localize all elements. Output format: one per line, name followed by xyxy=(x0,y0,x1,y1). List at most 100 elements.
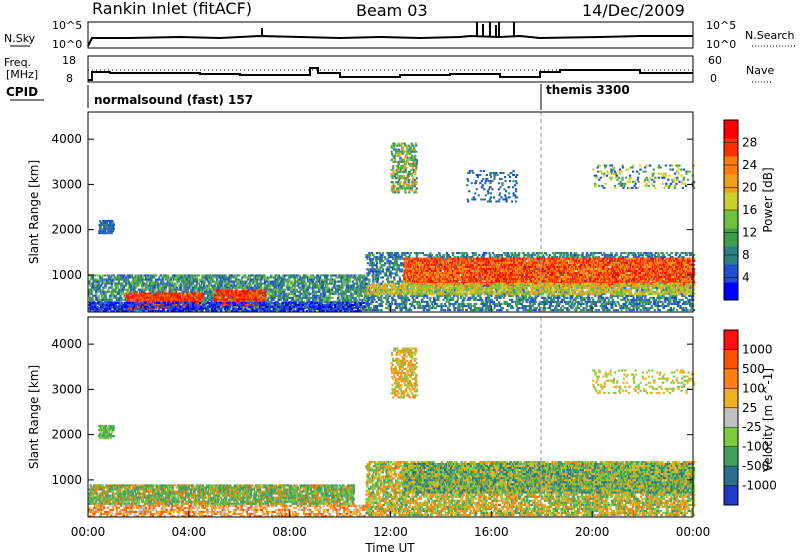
rti-cell xyxy=(164,285,166,287)
rti-cell xyxy=(127,279,129,281)
rti-cell xyxy=(182,285,184,287)
rti-cell xyxy=(105,295,107,297)
rti-cell xyxy=(107,289,109,291)
rti-cell xyxy=(91,291,93,293)
rti-cell xyxy=(121,299,123,301)
rti-cell xyxy=(104,274,106,276)
rti-cell xyxy=(97,279,99,281)
rti-cell xyxy=(162,279,164,281)
rti-cell xyxy=(117,287,119,289)
rti-cell xyxy=(127,289,129,291)
rti-cell xyxy=(110,276,112,278)
rti-cell xyxy=(187,289,189,291)
rti-cell xyxy=(101,301,103,303)
rti-cell xyxy=(194,276,196,278)
rti-cell xyxy=(198,287,200,289)
rti-cell xyxy=(161,289,163,291)
rti-cell xyxy=(110,297,112,299)
beam-title: Beam 03 xyxy=(356,1,428,20)
rti-cell xyxy=(118,274,120,276)
rti-cell xyxy=(119,295,121,297)
rti-cell xyxy=(188,287,190,289)
rti-cell xyxy=(99,274,101,276)
rti-cell xyxy=(180,287,182,289)
rti-cell xyxy=(153,276,155,278)
rti-cell xyxy=(102,274,104,276)
rti-cell xyxy=(89,281,91,283)
rti-cell xyxy=(125,276,127,278)
rti-cell xyxy=(131,291,133,293)
rti-cell xyxy=(125,285,127,287)
rti-cell xyxy=(172,289,174,291)
rti-cell xyxy=(91,289,93,291)
rti-cell xyxy=(122,291,124,293)
noise-sky-line xyxy=(88,36,693,46)
rti-cell xyxy=(137,274,139,276)
rti-cell xyxy=(94,274,96,276)
rti-cell xyxy=(163,276,165,278)
rti-cell xyxy=(120,287,122,289)
rti-cell xyxy=(190,289,192,291)
rti-cell xyxy=(188,274,190,276)
rti-cell xyxy=(123,281,125,283)
rti-cell xyxy=(152,291,154,293)
rti-cell xyxy=(133,276,135,278)
rti-cell xyxy=(191,285,193,287)
rti-cell xyxy=(195,291,197,293)
rti-cell xyxy=(118,289,120,291)
rti-cell xyxy=(167,279,169,281)
rti-cell xyxy=(105,285,107,287)
rti-cell xyxy=(145,289,147,291)
rti-cell xyxy=(139,291,141,293)
rti-cell xyxy=(167,276,169,278)
nave-tick-bottom: 0 xyxy=(710,72,717,85)
rti-cell xyxy=(135,279,137,281)
rti-cell xyxy=(196,279,198,281)
rti-cell xyxy=(135,287,137,289)
rti-cell xyxy=(160,274,162,276)
rti-cell xyxy=(165,291,167,293)
rti-cell xyxy=(175,285,177,287)
power-panel: 1000200030004000 Slant Range [km] xyxy=(27,112,695,312)
noise-left-tick-bottom: 10^0 xyxy=(52,38,82,51)
rti-cell xyxy=(131,274,133,276)
noise-spikes xyxy=(262,22,514,36)
rti-cell xyxy=(147,276,149,278)
rti-cell xyxy=(148,281,150,283)
rti-cell xyxy=(165,289,167,291)
rti-cell xyxy=(95,295,97,297)
noise-right-tick-bottom: 10^0 xyxy=(706,38,736,51)
nave-tick-top: 60 xyxy=(708,54,722,67)
rti-cell xyxy=(103,291,105,293)
rti-cell xyxy=(92,299,94,301)
rti-cell xyxy=(97,291,99,293)
rti-cell xyxy=(99,281,101,283)
rti-cell xyxy=(97,274,99,276)
rti-cell xyxy=(102,295,104,297)
rti-cell xyxy=(128,281,130,283)
rti-cell xyxy=(143,291,145,293)
rti-cell xyxy=(180,279,182,281)
rti-cell xyxy=(171,283,173,285)
rti-cell xyxy=(112,293,114,295)
rti-cell xyxy=(150,291,152,293)
rti-cell xyxy=(111,287,113,289)
rti-cell xyxy=(99,276,101,278)
freq-line xyxy=(88,68,693,80)
rti-cell xyxy=(125,283,127,285)
rti-cell xyxy=(105,287,107,289)
rti-cell xyxy=(116,283,118,285)
rti-cell xyxy=(133,289,135,291)
rti-cell xyxy=(102,279,104,281)
rti-cell xyxy=(91,293,93,295)
rti-cell xyxy=(89,295,91,297)
rti-cell xyxy=(185,276,187,278)
rti-cell xyxy=(137,285,139,287)
rti-cell xyxy=(171,281,173,283)
rti-cell xyxy=(174,289,176,291)
date-title: 14/Dec/2009 xyxy=(582,1,685,20)
rti-cell xyxy=(176,287,178,289)
rti-cell xyxy=(158,276,160,278)
freq-tick-top: 18 xyxy=(62,54,76,67)
rti-cell xyxy=(165,287,167,289)
